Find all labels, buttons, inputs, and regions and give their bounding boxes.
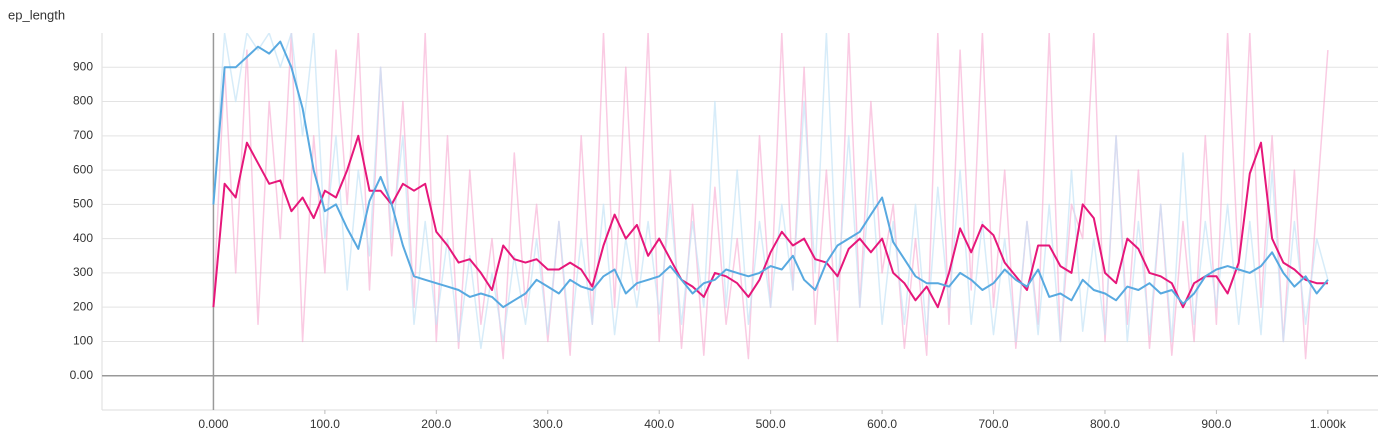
x-tick-label: 500.0 [756, 417, 786, 431]
y-tick-label: 300 [73, 265, 93, 279]
x-tick-label: 800.0 [1090, 417, 1120, 431]
y-tick-label: 600 [73, 162, 93, 176]
x-tick-label: 400.0 [644, 417, 674, 431]
x-tick-label: 300.0 [533, 417, 563, 431]
labels: 0.00 100 200 300 400 500 600 700 800 900 0.000 100.… [70, 59, 1347, 431]
x-tick-label: 600.0 [867, 417, 897, 431]
y-tick-label: 0.00 [70, 368, 94, 382]
series-line [212, 33, 1329, 360]
chart-title: ep_length [8, 7, 65, 22]
x-tick-label: 900.0 [1201, 417, 1231, 431]
x-tick-label: 700.0 [979, 417, 1009, 431]
series-line [212, 40, 1329, 309]
y-tick-label: 200 [73, 299, 93, 313]
x-tick-label: 1.000k [1310, 417, 1347, 431]
x-tick-label: 200.0 [421, 417, 451, 431]
series-line [212, 134, 1328, 309]
y-tick-label: 400 [73, 231, 93, 245]
x-tick-label: 100.0 [310, 417, 340, 431]
y-tick-label: 100 [73, 334, 93, 348]
y-tick-label: 700 [73, 128, 93, 142]
y-tick-label: 800 [73, 94, 93, 108]
y-tick-label: 500 [73, 197, 93, 211]
y-tick-label: 900 [73, 59, 93, 73]
lines [212, 33, 1329, 360]
x-tick-label: 0.000 [198, 417, 228, 431]
